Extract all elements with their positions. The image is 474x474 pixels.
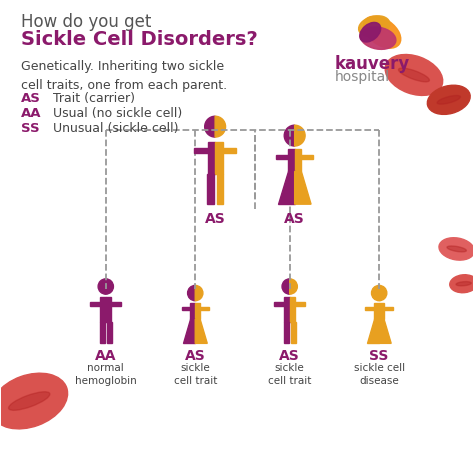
Wedge shape xyxy=(284,125,295,146)
Bar xyxy=(295,149,301,172)
Bar xyxy=(208,142,215,174)
Polygon shape xyxy=(278,172,295,204)
Ellipse shape xyxy=(0,373,68,429)
Polygon shape xyxy=(183,319,195,343)
Wedge shape xyxy=(98,279,106,294)
Bar xyxy=(291,321,296,343)
Text: AS: AS xyxy=(279,349,300,364)
Wedge shape xyxy=(295,125,305,146)
Text: How do you get: How do you get xyxy=(21,13,152,31)
Bar xyxy=(195,303,200,319)
Bar xyxy=(106,298,111,321)
Polygon shape xyxy=(195,319,207,343)
Bar xyxy=(107,321,112,343)
Ellipse shape xyxy=(360,22,381,42)
Bar xyxy=(207,174,214,204)
Bar xyxy=(194,148,208,153)
Bar xyxy=(379,303,384,319)
Bar xyxy=(284,298,290,321)
Bar xyxy=(295,302,305,306)
Ellipse shape xyxy=(437,95,460,104)
Text: Sickle Cell Disorders?: Sickle Cell Disorders? xyxy=(21,30,258,49)
Wedge shape xyxy=(188,285,195,301)
Ellipse shape xyxy=(456,282,471,286)
Ellipse shape xyxy=(360,27,396,49)
Text: hospital: hospital xyxy=(335,70,390,84)
Text: SS: SS xyxy=(369,349,389,364)
Text: Unusual (sickle cell): Unusual (sickle cell) xyxy=(53,122,179,135)
Bar xyxy=(288,149,295,172)
Wedge shape xyxy=(290,279,297,294)
Wedge shape xyxy=(215,116,226,137)
Text: Trait (carrier): Trait (carrier) xyxy=(53,92,135,105)
Text: SS: SS xyxy=(21,122,40,135)
Ellipse shape xyxy=(439,238,474,260)
Polygon shape xyxy=(295,172,311,204)
Ellipse shape xyxy=(385,55,443,95)
Text: AS: AS xyxy=(284,212,305,226)
Bar xyxy=(91,302,100,306)
Text: AA: AA xyxy=(21,107,42,120)
Bar xyxy=(374,303,379,319)
Wedge shape xyxy=(106,279,113,294)
Bar xyxy=(223,148,236,153)
Text: kauvery: kauvery xyxy=(335,55,410,73)
Wedge shape xyxy=(372,285,379,301)
Wedge shape xyxy=(282,279,290,294)
Bar xyxy=(301,155,313,159)
Bar xyxy=(100,298,106,321)
Bar xyxy=(290,298,295,321)
Text: AA: AA xyxy=(95,349,117,364)
Polygon shape xyxy=(367,319,379,343)
Bar xyxy=(100,321,105,343)
Bar xyxy=(276,155,288,159)
Wedge shape xyxy=(195,285,203,301)
Text: sickle cell
disease: sickle cell disease xyxy=(354,363,405,386)
Bar xyxy=(384,307,393,310)
Bar xyxy=(274,302,284,306)
Ellipse shape xyxy=(399,68,429,82)
Ellipse shape xyxy=(9,392,50,410)
Text: sickle
cell trait: sickle cell trait xyxy=(173,363,217,386)
Text: AS: AS xyxy=(205,212,226,226)
Ellipse shape xyxy=(428,85,470,114)
Bar xyxy=(215,142,223,174)
Text: Genetically. Inheriting two sickle
cell traits, one from each parent.: Genetically. Inheriting two sickle cell … xyxy=(21,60,228,92)
Bar xyxy=(111,302,121,306)
Ellipse shape xyxy=(450,275,474,293)
Bar xyxy=(283,321,289,343)
Ellipse shape xyxy=(364,16,401,48)
Bar xyxy=(191,303,195,319)
Wedge shape xyxy=(205,116,215,137)
Text: AS: AS xyxy=(21,92,41,105)
Bar xyxy=(182,307,191,310)
Text: sickle
cell trait: sickle cell trait xyxy=(268,363,311,386)
Ellipse shape xyxy=(447,246,466,252)
Bar xyxy=(365,307,374,310)
Bar xyxy=(217,174,223,204)
Polygon shape xyxy=(379,319,391,343)
Bar xyxy=(200,307,209,310)
Text: AS: AS xyxy=(185,349,206,364)
Wedge shape xyxy=(379,285,387,301)
Ellipse shape xyxy=(359,16,390,36)
Text: Usual (no sickle cell): Usual (no sickle cell) xyxy=(53,107,182,120)
Text: normal
hemoglobin: normal hemoglobin xyxy=(75,363,137,386)
